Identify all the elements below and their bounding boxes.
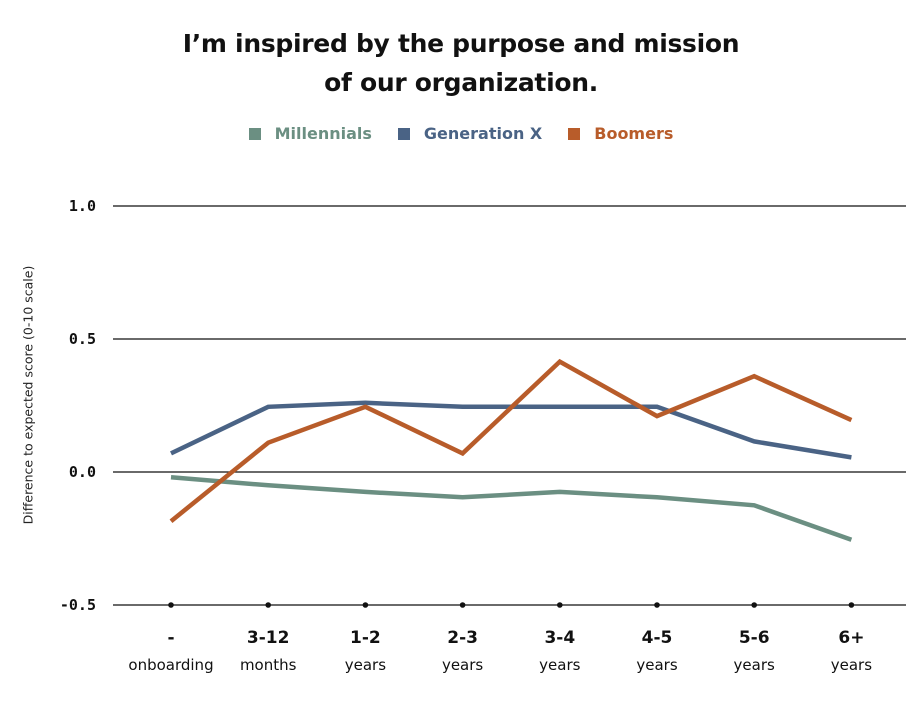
legend: Millennials Generation X Boomers — [0, 124, 922, 143]
legend-swatch-millennials — [248, 127, 261, 140]
x-axis-tick-dot — [362, 602, 369, 608]
x-axis-tick-dot — [751, 602, 757, 608]
x-tick-label: 5-6 — [739, 628, 770, 648]
x-tick-sublabel: years — [345, 656, 386, 674]
legend-label-boomers: Boomers — [594, 124, 674, 143]
legend-label-millennials: Millennials — [274, 124, 372, 143]
series-line-generation-x — [170, 400, 852, 460]
legend-swatch-boomers — [568, 127, 581, 140]
legend-item-generation-x[interactable]: Generation X — [397, 124, 543, 143]
x-tick-sublabel: months — [240, 656, 297, 674]
x-tick-sublabel: years — [734, 656, 775, 674]
x-tick-label: 6+ — [838, 628, 864, 648]
legend-item-boomers[interactable]: Boomers — [568, 124, 673, 143]
legend-item-millennials[interactable]: Millennials — [248, 124, 372, 143]
chart-title: I’m inspired by the purpose and mission … — [0, 24, 922, 102]
x-tick-sublabel: years — [831, 656, 872, 674]
x-axis-tick-dot — [654, 602, 660, 608]
x-tick-label: - — [167, 628, 174, 648]
x-axis-tick-dot — [459, 602, 466, 608]
x-axis-tick-dot — [265, 602, 272, 608]
y-tick-label: 0.0 — [69, 463, 96, 481]
y-tick-label: -0.5 — [60, 596, 96, 614]
chart-title-line-1: I’m inspired by the purpose and mission — [182, 29, 740, 58]
x-tick-label: 4-5 — [642, 628, 673, 648]
y-tick-label: 1.0 — [69, 197, 96, 215]
x-tick-label: 3-12 — [247, 628, 290, 648]
x-tick-label: 1-2 — [350, 628, 381, 648]
x-tick-sublabel: years — [636, 656, 677, 674]
legend-swatch-generation-x — [397, 127, 410, 140]
x-tick-label: 3-4 — [544, 628, 575, 648]
series-line-boomers — [169, 358, 853, 523]
y-tick-label: 0.5 — [69, 330, 96, 348]
x-tick-sublabel: years — [539, 656, 580, 674]
x-tick-sublabel: years — [442, 656, 483, 674]
x-axis-tick-dot — [848, 602, 855, 608]
x-axis-tick-dot — [557, 602, 563, 608]
x-tick-label: 2-3 — [447, 628, 478, 648]
series-line-millennials — [170, 475, 853, 542]
x-axis-tick-dot — [168, 602, 174, 608]
legend-label-generation-x: Generation X — [423, 124, 543, 143]
x-tick-sublabel: onboarding — [128, 656, 213, 674]
chart-title-line-2: of our organization. — [324, 68, 598, 97]
